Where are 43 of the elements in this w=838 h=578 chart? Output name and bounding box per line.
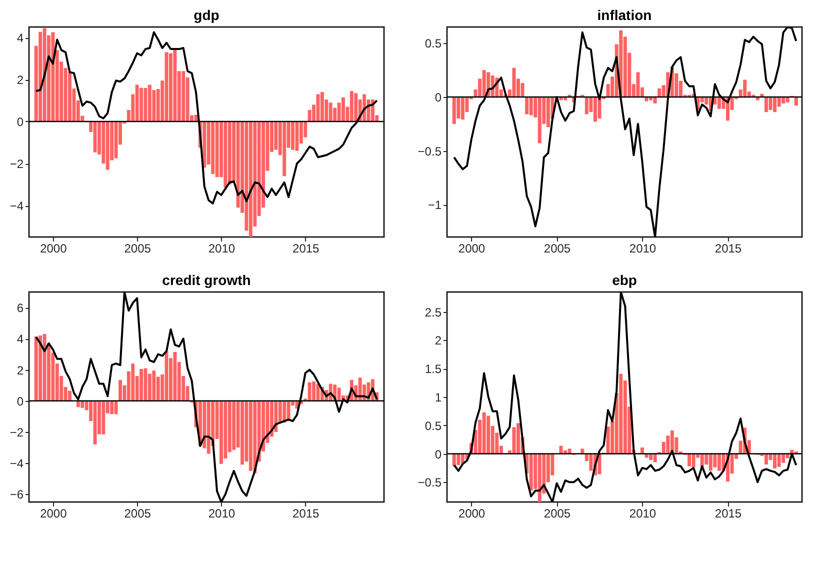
y-tick-label: 1 — [434, 390, 442, 404]
y-tick-label: −1 — [428, 198, 442, 212]
y-tick-label: 1.5 — [424, 362, 442, 376]
y-tick-label: −0.5 — [418, 144, 442, 158]
x-tick-label: 2000 — [40, 242, 68, 256]
y-tick-label: −4 — [10, 199, 24, 213]
y-tick-label: −2 — [10, 426, 24, 440]
y-tick-label: 4 — [16, 332, 24, 346]
y-tick-label: 4 — [16, 31, 24, 45]
y-tick-label: 0 — [16, 115, 24, 129]
x-tick-label: 2005 — [544, 506, 571, 520]
y-tick-label: −6 — [10, 488, 24, 502]
x-tick-label: 2005 — [124, 242, 152, 256]
x-tick-label: 2000 — [458, 242, 486, 256]
y-tick-label: 2 — [16, 363, 24, 378]
y-tick-label: 2 — [434, 334, 442, 348]
chart-title: credit growth — [162, 272, 251, 288]
x-tick-label: 2015 — [714, 242, 742, 256]
x-tick-label: 2005 — [124, 506, 152, 520]
chart-title: ebp — [612, 272, 637, 288]
y-tick-label: 0 — [16, 394, 24, 408]
chart-title: gdp — [194, 7, 220, 23]
x-tick-label: 2010 — [208, 506, 236, 520]
y-tick-label: 0 — [434, 90, 442, 104]
chart-title: inflation — [597, 7, 652, 23]
x-tick-label: 2010 — [208, 242, 236, 256]
y-tick-label: −0.5 — [418, 476, 442, 490]
x-tick-label: 2015 — [714, 506, 742, 520]
x-tick-label: 2000 — [40, 506, 68, 520]
x-tick-label: 2010 — [629, 506, 656, 520]
y-tick-label: 0.5 — [424, 418, 442, 433]
x-tick-label: 2015 — [292, 506, 320, 520]
y-tick-label: −2 — [10, 157, 24, 171]
y-tick-label: 0 — [434, 447, 442, 462]
x-tick-label: 2015 — [292, 242, 320, 256]
y-tick-label: 6 — [16, 301, 24, 316]
y-tick-label: −4 — [10, 456, 24, 471]
x-tick-label: 2010 — [629, 242, 656, 256]
x-tick-label: 2000 — [458, 506, 486, 520]
y-tick-label: 2 — [16, 73, 24, 87]
x-tick-label: 2005 — [544, 242, 571, 256]
y-tick-label: 2.5 — [424, 305, 442, 320]
y-tick-label: 0.5 — [424, 36, 442, 51]
